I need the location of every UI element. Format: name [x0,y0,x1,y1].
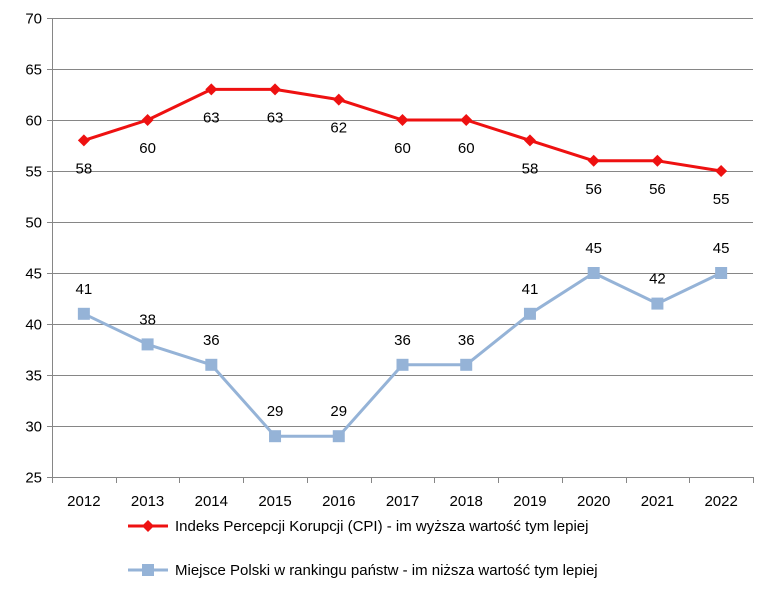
x-tick-label: 2014 [195,493,228,510]
data-label: 63 [203,109,220,126]
series-line-2 [83,271,722,438]
series-1-point [396,114,409,126]
x-tick-label: 2015 [258,493,291,510]
x-tick-label: 2020 [577,493,610,510]
legend-marker-1 [142,520,154,532]
series-1-point [205,83,218,96]
series-2-point [77,307,90,320]
series-2-point [715,267,728,279]
series-1-point [141,114,154,126]
y-tick-label: 45 [25,266,42,283]
series-2-point [460,358,473,371]
data-label: 60 [139,140,156,157]
series-1-point [651,154,664,167]
series-2-point [269,430,282,443]
grid-layer [52,18,753,427]
x-tick-label: 2019 [513,493,546,510]
y-tick-label: 40 [25,317,42,334]
series-1-point [460,114,473,126]
legend-marker-2 [142,564,154,576]
data-label: 60 [394,140,411,157]
series-2-point [523,307,536,320]
data-label: 45 [585,240,602,257]
legend-label-2: Miejsce Polski w rankingu państw - im ni… [175,562,598,579]
data-label: 60 [458,140,475,157]
y-tick-label: 70 [25,11,42,28]
x-tick-label: 2013 [131,493,164,510]
series-layer [77,83,728,443]
x-tick-label: 2018 [450,493,483,510]
x-tick-label: 2021 [641,493,674,510]
series-2-point [651,297,664,310]
data-label: 36 [458,332,475,349]
data-label: 29 [330,403,347,420]
data-label: 58 [522,160,539,177]
y-tick-label: 30 [25,419,42,436]
data-label: 45 [713,240,730,257]
series-1-point [715,165,728,177]
data-label: 55 [713,191,730,208]
y-tick-label: 65 [25,62,42,79]
data-label: 62 [330,120,347,137]
y-tick-label: 55 [25,164,42,181]
data-label: 36 [203,332,220,349]
series-2-point [396,358,409,371]
x-tick-label: 2017 [386,493,419,510]
data-label: 58 [76,160,93,177]
series-2-point [141,338,154,351]
series-2-point [332,430,345,443]
series-1-point [587,154,600,167]
x-tick-label: 2016 [322,493,355,510]
y-tick-label: 60 [25,113,42,130]
data-label: 29 [267,403,284,420]
x-tick-label: 2012 [67,493,100,510]
series-2-point [587,267,600,279]
axis-layer: 25 30 35 40 45 50 55 60 65 70 2012 2013 2014 2015 2016… [25,11,754,510]
data-label: 56 [649,181,666,198]
data-label-layer: 58 60 63 63 62 60 60 58 56 56 55 41 38 36 29 29 36 36 41 45… [76,109,730,420]
data-label: 56 [585,181,602,198]
data-label: 41 [522,281,539,298]
series-1-point [77,134,90,147]
data-label: 38 [139,311,156,328]
series-1-point [332,93,345,106]
data-label: 42 [649,271,666,288]
legend: Indeks Percepcji Korupcji (CPI) - im wyż… [128,518,598,579]
y-tick-label: 25 [25,470,42,487]
series-1-point [523,134,536,147]
legend-label-1: Indeks Percepcji Korupcji (CPI) - im wyż… [175,518,588,535]
series-line-1 [83,87,722,173]
y-tick-label: 50 [25,215,42,232]
data-label: 36 [394,332,411,349]
x-tick-label: 2022 [704,493,737,510]
series-2-point [205,358,218,371]
data-label: 41 [76,281,93,298]
data-label: 63 [267,109,284,126]
y-tick-label: 35 [25,368,42,385]
series-1-point [269,83,282,96]
